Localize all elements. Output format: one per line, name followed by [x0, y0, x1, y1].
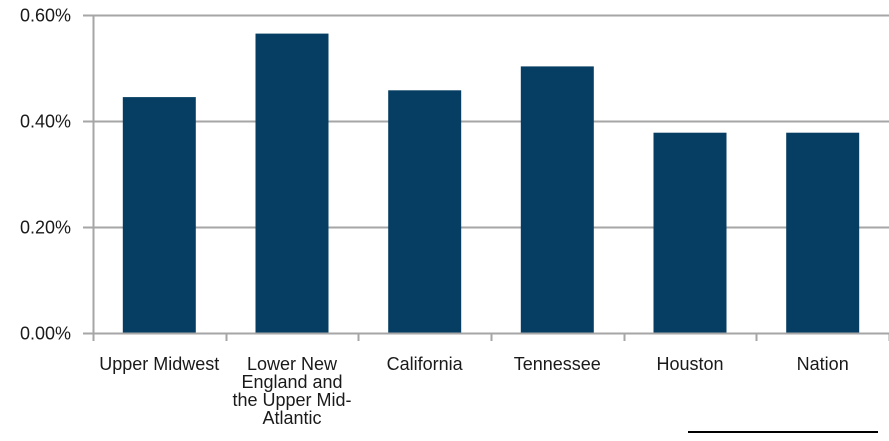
x-tick-label: California	[386, 355, 463, 374]
bars	[122, 33, 860, 334]
bar	[122, 97, 196, 333]
bar	[388, 90, 462, 333]
bar	[520, 66, 594, 334]
x-tick-label-box: Lower New England and the Upper Mid-Atla…	[232, 355, 352, 428]
gridlines	[93, 14, 889, 335]
x-tick-label: Tennessee	[513, 355, 601, 374]
x-tick-label-box: Houston	[656, 355, 724, 374]
x-tick-label: Nation	[796, 355, 849, 374]
x-tick-label: Lower New England and the Upper Mid-Atla…	[232, 355, 352, 428]
bar	[255, 33, 329, 333]
x-tick-label-box: Tennessee	[513, 355, 601, 374]
x-tick-label-box: Upper Midwest	[99, 355, 220, 374]
x-axis-labels: Upper Midwest Lower New England and the U…	[99, 355, 849, 428]
footer-rule	[688, 431, 878, 433]
x-tick-label-box: Nation	[796, 355, 849, 374]
y-tick-label: 0.20%	[20, 218, 71, 238]
x-tick-label: Upper Midwest	[99, 355, 220, 374]
x-axis	[92, 15, 889, 341]
x-tick-label-box: California	[386, 355, 463, 374]
bar	[786, 132, 860, 333]
y-tick-label: 0.60%	[20, 6, 71, 26]
y-tick-label: 0.40%	[20, 112, 71, 132]
y-tick-label: 0.00%	[20, 324, 71, 344]
bar	[653, 132, 727, 333]
x-tick-label: Houston	[656, 355, 724, 374]
y-axis-ticks: 0.00% 0.20% 0.40% 0.60%	[20, 6, 93, 344]
